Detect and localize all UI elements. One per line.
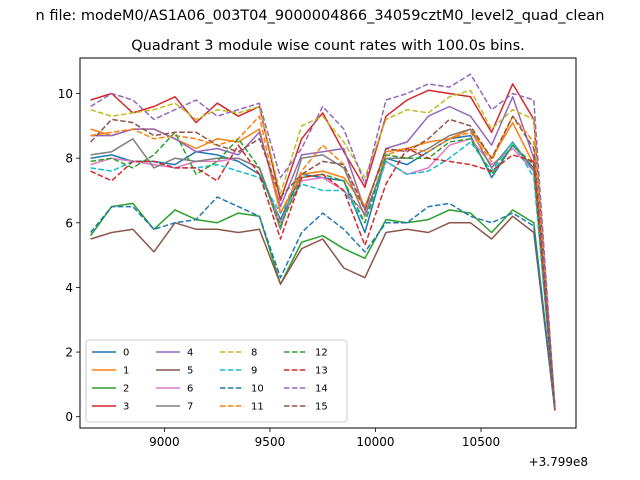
series-line-6 [90, 138, 556, 411]
plot-frame [79, 57, 577, 429]
series-line-10 [90, 196, 556, 411]
legend-label-13: 13 [315, 366, 328, 377]
legend-label-8: 8 [251, 348, 257, 359]
series-line-4 [90, 96, 556, 408]
series-line-2 [89, 202, 556, 411]
y-tick-label: 8 [65, 152, 73, 166]
x-tick-label: 10500 [462, 435, 500, 449]
legend-label-5: 5 [187, 366, 193, 377]
series-line-15 [90, 115, 556, 408]
legend-label-15: 15 [315, 402, 328, 413]
x-axis: 9000 9500 10000 10500 [149, 428, 500, 449]
legend-label-12: 12 [315, 348, 328, 359]
legend-label-0: 0 [123, 348, 129, 359]
y-axis: 0 2 4 6 8 10 [58, 87, 80, 424]
chart-title: Quadrant 3 module wise count rates with … [131, 38, 525, 54]
y-tick-label: 6 [65, 216, 73, 230]
x-axis-offset-label: +3.799e8 [529, 455, 588, 469]
legend-label-4: 4 [187, 348, 193, 359]
legend-label-9: 9 [251, 366, 257, 377]
legend-label-14: 14 [315, 384, 328, 395]
legend-box [85, 339, 348, 423]
series-layer [89, 73, 556, 411]
series-line-14 [90, 73, 556, 408]
x-tick-label: 10000 [356, 435, 394, 449]
x-tick-label: 9000 [149, 435, 180, 449]
legend-label-2: 2 [123, 384, 129, 395]
legend-label-11: 11 [251, 402, 264, 413]
figure-suptitle: n file: modeM0/AS1A06_003T04_9000004866_… [36, 8, 605, 24]
legend-label-6: 6 [187, 384, 193, 395]
series-line-8 [90, 89, 556, 408]
legend-label-7: 7 [187, 402, 193, 413]
legend-label-1: 1 [123, 366, 129, 377]
legend-label-10: 10 [251, 384, 264, 395]
series-line-5 [90, 215, 556, 411]
y-tick-label: 0 [65, 410, 73, 424]
x-tick-label: 9500 [255, 435, 286, 449]
y-tick-label: 4 [65, 281, 73, 295]
series-line-11 [90, 115, 556, 408]
series-line-3 [90, 83, 556, 408]
y-tick-label: 10 [58, 87, 73, 101]
y-tick-label: 2 [65, 346, 73, 360]
series-line-13 [90, 144, 556, 411]
legend-label-3: 3 [123, 402, 129, 413]
